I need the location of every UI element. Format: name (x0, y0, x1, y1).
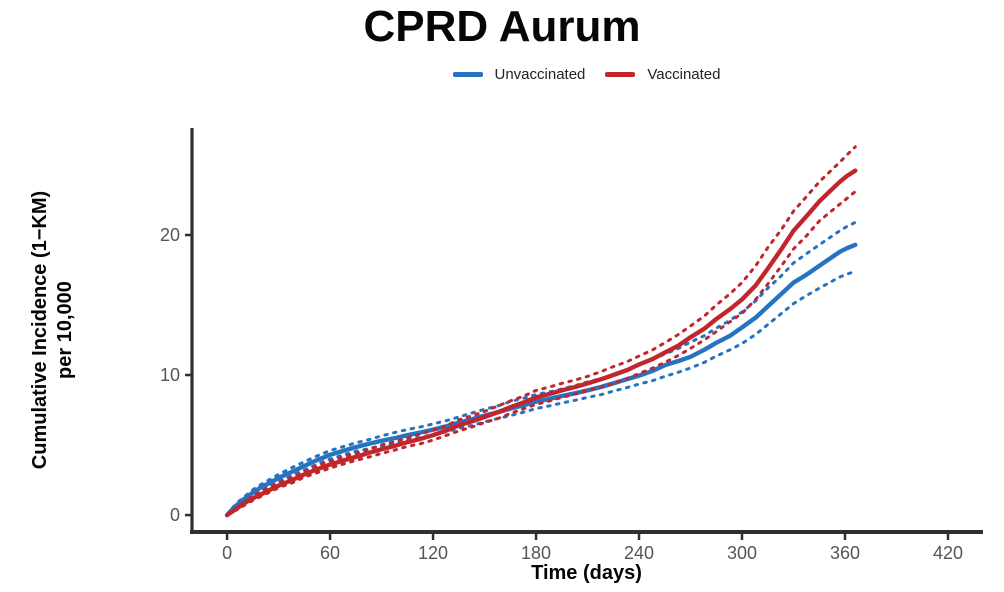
series-vaccinated-95-ci-lower (225, 190, 857, 517)
x-tick-label: 180 (521, 543, 551, 563)
y-tick-label: 0 (170, 505, 180, 525)
legend-label-vaccinated: Vaccinated (647, 65, 721, 83)
legend-label-unvaccinated: Unvaccinated (494, 65, 586, 83)
x-tick-label: 420 (933, 543, 963, 563)
vaccinated-line-swatch-icon (605, 71, 636, 77)
series-unvaccinated-95-ci-lower (225, 269, 857, 517)
unvaccinated-line-swatch-icon (452, 71, 483, 77)
y-tick-label: 20 (160, 225, 180, 245)
x-axis-title: Time (days) (531, 562, 642, 584)
series-unvaccinated (224, 242, 858, 518)
x-tick-label: 120 (418, 543, 448, 563)
legend-item-vaccinated: Vaccinated (605, 65, 721, 83)
chart-title: CPRD Aurum (363, 2, 641, 51)
legend-item-unvaccinated: Unvaccinated (452, 65, 586, 83)
series-vaccinated-95-ci-upper (225, 145, 857, 517)
x-tick-label: 300 (727, 543, 757, 563)
series-unvaccinated-95-ci-upper (225, 220, 857, 517)
x-tick-label: 60 (320, 543, 340, 563)
x-tick-label: 360 (830, 543, 860, 563)
legend: Unvaccinated Vaccinated (190, 63, 983, 85)
series-vaccinated (224, 168, 858, 518)
x-tick-label: 240 (624, 543, 654, 563)
y-tick-label: 10 (160, 365, 180, 385)
x-tick-label: 0 (222, 543, 232, 563)
